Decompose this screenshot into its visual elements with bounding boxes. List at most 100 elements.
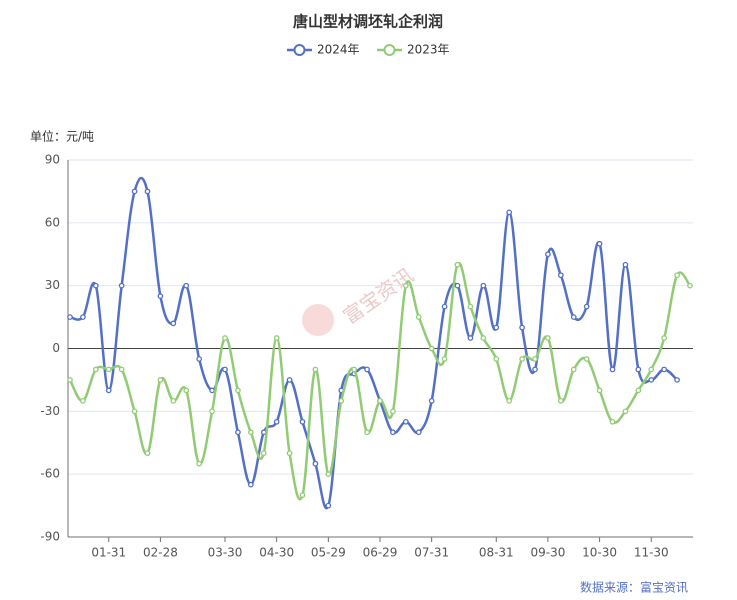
- point: [377, 398, 383, 404]
- x-tick-label: 06-29: [363, 546, 398, 560]
- point: [545, 335, 551, 341]
- y-tick-label: -90: [40, 530, 60, 544]
- point: [247, 481, 254, 488]
- point: [596, 387, 603, 394]
- point: [92, 366, 99, 373]
- point: [196, 356, 203, 362]
- y-tick-label: 0: [52, 341, 60, 355]
- point: [545, 251, 551, 258]
- point: [286, 377, 293, 383]
- x-tick-label: 08-31: [479, 546, 514, 560]
- point: [131, 408, 138, 415]
- point: [312, 366, 319, 373]
- point: [196, 460, 203, 467]
- point: [557, 272, 564, 279]
- point: [235, 429, 241, 436]
- y-tick-label: -30: [40, 404, 60, 418]
- point: [493, 324, 500, 331]
- y-unit: 单位：元/吨: [30, 129, 94, 144]
- point: [273, 418, 280, 425]
- point: [480, 282, 487, 289]
- point: [325, 471, 332, 478]
- point: [209, 408, 215, 415]
- x-tick-label: 07-31: [414, 546, 449, 560]
- x-tick-label: 05-29: [311, 546, 346, 560]
- x-tick-label: 10-30: [582, 546, 617, 560]
- y-tick-label: 90: [45, 153, 60, 167]
- y-tick-label: -60: [40, 467, 60, 481]
- point: [441, 356, 448, 362]
- point: [105, 387, 112, 394]
- point: [635, 387, 642, 394]
- point: [583, 356, 590, 362]
- point: [674, 377, 680, 383]
- point: [570, 314, 577, 320]
- point: [80, 398, 86, 404]
- point: [351, 366, 358, 373]
- watermark-icon: [302, 304, 334, 336]
- point: [67, 314, 73, 320]
- point: [390, 429, 396, 436]
- point: [118, 282, 125, 289]
- point: [325, 502, 332, 509]
- point: [118, 366, 125, 373]
- point: [506, 398, 513, 404]
- x-tick-label: 04-30: [259, 546, 294, 560]
- point: [648, 377, 655, 383]
- point: [170, 320, 177, 327]
- x-tick-label: 02-28: [143, 546, 178, 560]
- point: [519, 356, 525, 362]
- point: [622, 261, 629, 268]
- point: [480, 335, 487, 341]
- point: [67, 377, 73, 383]
- point: [609, 418, 616, 425]
- point: [80, 314, 86, 320]
- point: [299, 418, 306, 425]
- point: [144, 188, 151, 195]
- point: [454, 282, 461, 289]
- legend-marker: [293, 44, 306, 56]
- y-tick-label: 60: [45, 215, 60, 229]
- point: [687, 282, 693, 289]
- point: [428, 345, 435, 352]
- legend-label: 2024年: [317, 43, 360, 57]
- point: [661, 366, 668, 373]
- point: [519, 324, 525, 331]
- point: [157, 293, 164, 299]
- point: [105, 366, 112, 373]
- point: [170, 398, 177, 404]
- point: [661, 335, 668, 341]
- point: [364, 429, 370, 436]
- point: [609, 366, 616, 373]
- y-tick-label: 30: [45, 278, 60, 292]
- point: [596, 240, 603, 247]
- legend-label: 2023年: [407, 43, 450, 57]
- x-tick-label: 03-30: [208, 546, 243, 560]
- point: [235, 387, 241, 394]
- series-line: [69, 176, 678, 510]
- point: [338, 398, 345, 404]
- point: [402, 418, 409, 425]
- point: [312, 460, 319, 467]
- point: [131, 188, 138, 195]
- point: [415, 314, 422, 320]
- point: [415, 429, 422, 436]
- point: [635, 366, 642, 373]
- point: [441, 303, 448, 310]
- point: [222, 366, 228, 373]
- point: [209, 387, 215, 394]
- watermark-logo: [302, 304, 334, 336]
- point: [222, 335, 228, 341]
- point: [260, 450, 267, 457]
- point: [183, 387, 190, 394]
- point: [622, 408, 629, 415]
- chart-title: 唐山型材调坯轧企利润: [293, 13, 443, 31]
- point: [570, 366, 577, 373]
- point: [532, 366, 538, 373]
- point: [273, 335, 280, 341]
- point: [532, 356, 538, 362]
- point: [493, 356, 500, 362]
- point: [286, 450, 293, 457]
